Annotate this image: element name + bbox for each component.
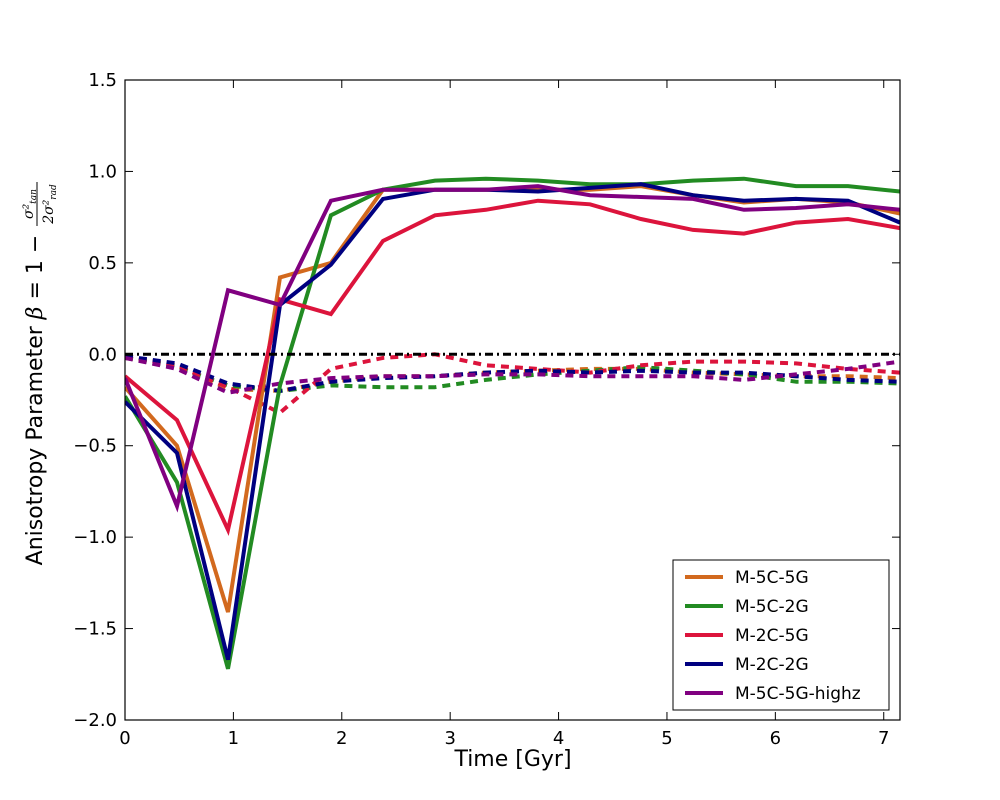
y-axis-label-prefix: Anisotropy Parameter [23, 319, 48, 565]
fraction-numerator-sub: tan [29, 189, 39, 204]
y-tick-label: 0.5 [88, 253, 117, 274]
x-tick-label: 4 [553, 728, 564, 749]
x-tick-label: 0 [119, 728, 130, 749]
y-tick-label: 1.5 [88, 70, 117, 91]
series-m-2c-5g-solid-line [125, 198, 900, 536]
y-axis-label-fraction: σ²tan 2σ²rad [21, 182, 59, 226]
legend-label-m-5c-2g: M-5C-2G [735, 597, 809, 617]
legend-label-m-2c-5g: M-2C-5G [735, 626, 809, 646]
legend-label-m-5c-5g: M-5C-5G [735, 568, 809, 588]
svg-text:2σ²rad: 2σ²rad [41, 184, 59, 225]
series-m-5c-5g-highz-dashed-line [125, 355, 900, 395]
y-tick-label: 1.0 [88, 161, 117, 182]
fraction-numerator: σ² [21, 203, 37, 219]
series-m-5c-5g-solid-line [125, 184, 900, 613]
x-tick-label: 7 [878, 728, 889, 749]
plot-frame [124, 79, 901, 721]
series-layer [125, 176, 900, 670]
series-m-2c-2g-solid-line [125, 182, 900, 661]
y-axis-label-eq: = 1 − [23, 235, 48, 307]
legend-label-m-5c-5g-highz: M-5C-5G-highz [735, 684, 861, 704]
y-axis-label-beta: β [23, 307, 48, 321]
y-tick-label: −1.0 [73, 527, 117, 548]
svg-text:Anisotropy Parameter β = 1 −: Anisotropy Parameter β = 1 − [23, 235, 48, 566]
y-axis-label: Anisotropy Parameter β = 1 − σ²tan 2σ²ra… [21, 182, 59, 565]
y-tick-label: −2.0 [73, 710, 117, 731]
fraction-denominator-sub: rad [49, 184, 59, 200]
x-tick-label: 2 [336, 728, 347, 749]
legend: M-5C-5G M-5C-2G M-2C-5G M-2C-2G M-5C-5G-high… [672, 559, 890, 711]
x-tick-label: 3 [444, 728, 455, 749]
ticks-layer: 0 1 2 3 4 5 6 7 −2.0 −1.5 −1.0 −0.5 0.0 0.5 1.0 1.5 [73, 70, 900, 749]
x-axis-label: Time [Gyr] [453, 747, 571, 772]
x-tick-label: 6 [770, 728, 781, 749]
series-m-2c-5g-dashed-line [125, 352, 900, 415]
x-tick-label: 5 [661, 728, 672, 749]
series-m-5c-5g-highz-solid-line [125, 184, 900, 513]
x-tick-label: 1 [228, 728, 239, 749]
y-tick-label: −0.5 [73, 436, 117, 457]
series-m-5c-2g-solid-line [125, 176, 900, 670]
legend-label-m-2c-2g: M-2C-2G [735, 655, 809, 675]
svg-text:σ²tan: σ²tan [21, 189, 39, 219]
y-tick-label: −1.5 [73, 619, 117, 640]
fraction-denominator: 2σ² [41, 199, 57, 224]
series-m-2c-2g-dashed-line [125, 354, 900, 393]
y-tick-label: 0.0 [88, 344, 117, 365]
